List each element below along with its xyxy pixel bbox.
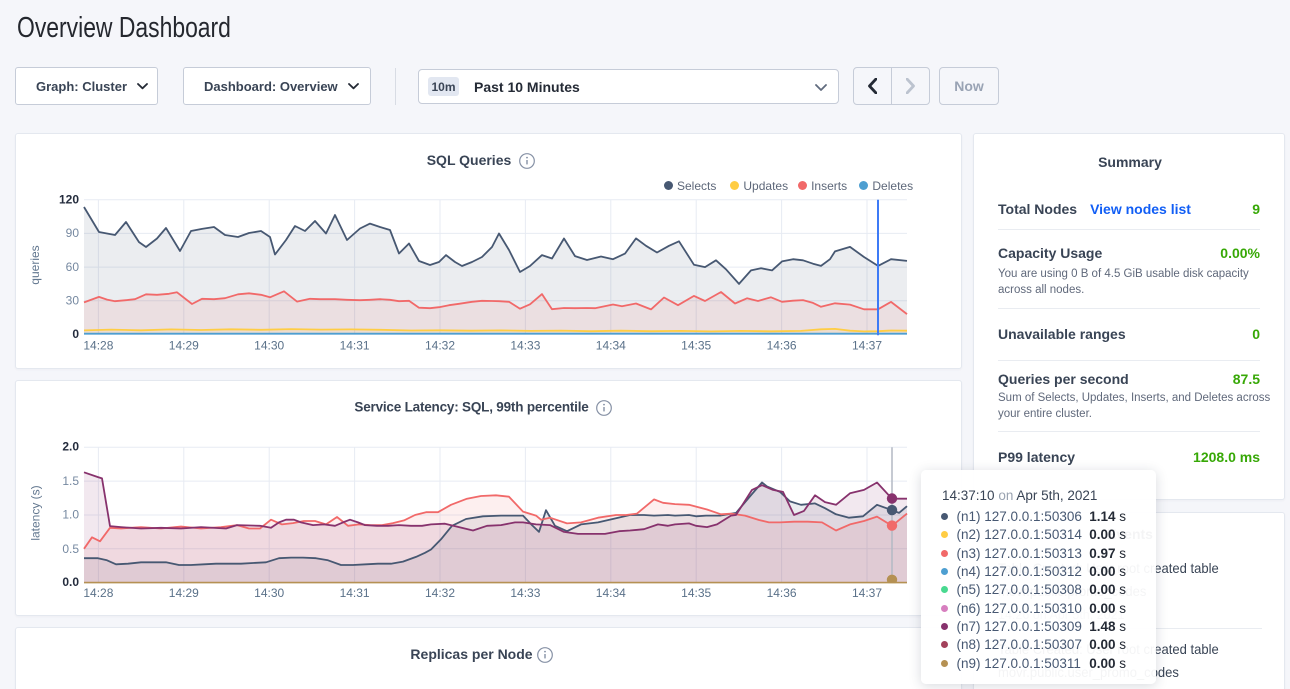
svg-text:14:33: 14:33: [510, 339, 540, 353]
svg-text:14:32: 14:32: [425, 339, 455, 353]
svg-text:2.0: 2.0: [62, 440, 79, 454]
svg-text:1.0: 1.0: [62, 508, 79, 522]
svg-text:14:34: 14:34: [596, 586, 626, 600]
svg-text:14:31: 14:31: [340, 586, 370, 600]
svg-text:120: 120: [59, 193, 79, 207]
svg-text:1.5: 1.5: [62, 474, 79, 488]
svg-text:14:30: 14:30: [254, 586, 284, 600]
svg-text:14:37: 14:37: [852, 586, 882, 600]
svg-text:14:31: 14:31: [340, 339, 370, 353]
svg-text:60: 60: [66, 260, 80, 274]
svg-text:90: 90: [66, 226, 80, 240]
svg-text:14:37: 14:37: [852, 339, 882, 353]
svg-text:14:29: 14:29: [169, 586, 199, 600]
svg-text:14:33: 14:33: [510, 586, 540, 600]
svg-text:14:29: 14:29: [169, 339, 199, 353]
svg-text:14:36: 14:36: [767, 586, 797, 600]
svg-text:14:35: 14:35: [681, 339, 711, 353]
svg-text:14:30: 14:30: [254, 339, 284, 353]
svg-text:14:28: 14:28: [83, 339, 113, 353]
svg-text:latency (s): latency (s): [29, 485, 43, 540]
svg-text:0: 0: [72, 327, 79, 341]
svg-text:0.5: 0.5: [62, 542, 79, 556]
svg-text:queries: queries: [28, 245, 42, 284]
svg-text:14:36: 14:36: [767, 339, 797, 353]
svg-text:14:28: 14:28: [83, 586, 113, 600]
svg-text:0.0: 0.0: [62, 575, 79, 589]
svg-text:14:35: 14:35: [681, 586, 711, 600]
svg-text:14:32: 14:32: [425, 586, 455, 600]
svg-text:14:34: 14:34: [596, 339, 626, 353]
svg-text:30: 30: [66, 293, 80, 307]
